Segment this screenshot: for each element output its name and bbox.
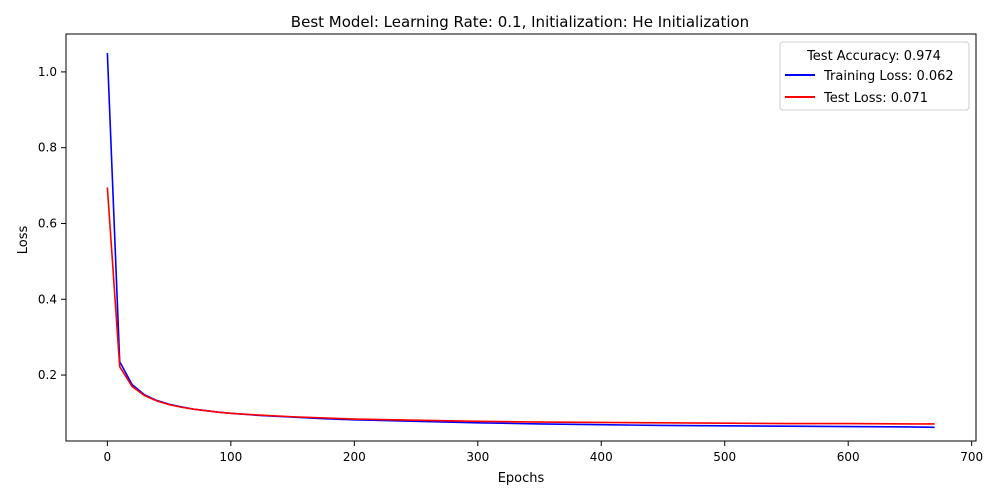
x-axis-label: Epochs [498,471,545,486]
x-tick-label: 0 [104,450,112,464]
y-tick-label: 0.6 [38,216,57,230]
chart-title: Best Model: Learning Rate: 0.1, Initiali… [291,13,749,31]
x-tick-label: 200 [343,450,366,464]
x-tick-label: 600 [837,450,860,464]
y-axis: 0.2 0.4 0.6 0.8 1.0 [38,65,66,382]
x-axis: 0 100 200 300 400 500 600 700 [104,441,983,464]
series-lines [106,52,935,429]
y-tick-label: 0.8 [38,141,57,155]
legend-box [779,41,970,111]
x-tick-label: 100 [219,450,242,464]
x-tick-label: 700 [960,450,983,464]
plot-area [65,33,977,442]
y-tick-label: 0.2 [38,368,57,382]
y-tick-label: 0.4 [38,292,57,306]
x-tick-label: 500 [713,450,736,464]
y-tick-label: 1.0 [38,65,57,79]
y-axis-label: Loss [16,226,31,255]
legend-label-test-loss: Test Loss: 0.071 [823,91,928,106]
test-loss-line [106,187,935,425]
legend-title: Test Accuracy: 0.974 [806,49,941,64]
x-tick-label: 300 [466,450,489,464]
legend: Test Accuracy: 0.974 Training Loss: 0.06… [779,41,970,111]
legend-label-training-loss: Training Loss: 0.062 [823,69,954,84]
x-tick-label: 400 [590,450,613,464]
